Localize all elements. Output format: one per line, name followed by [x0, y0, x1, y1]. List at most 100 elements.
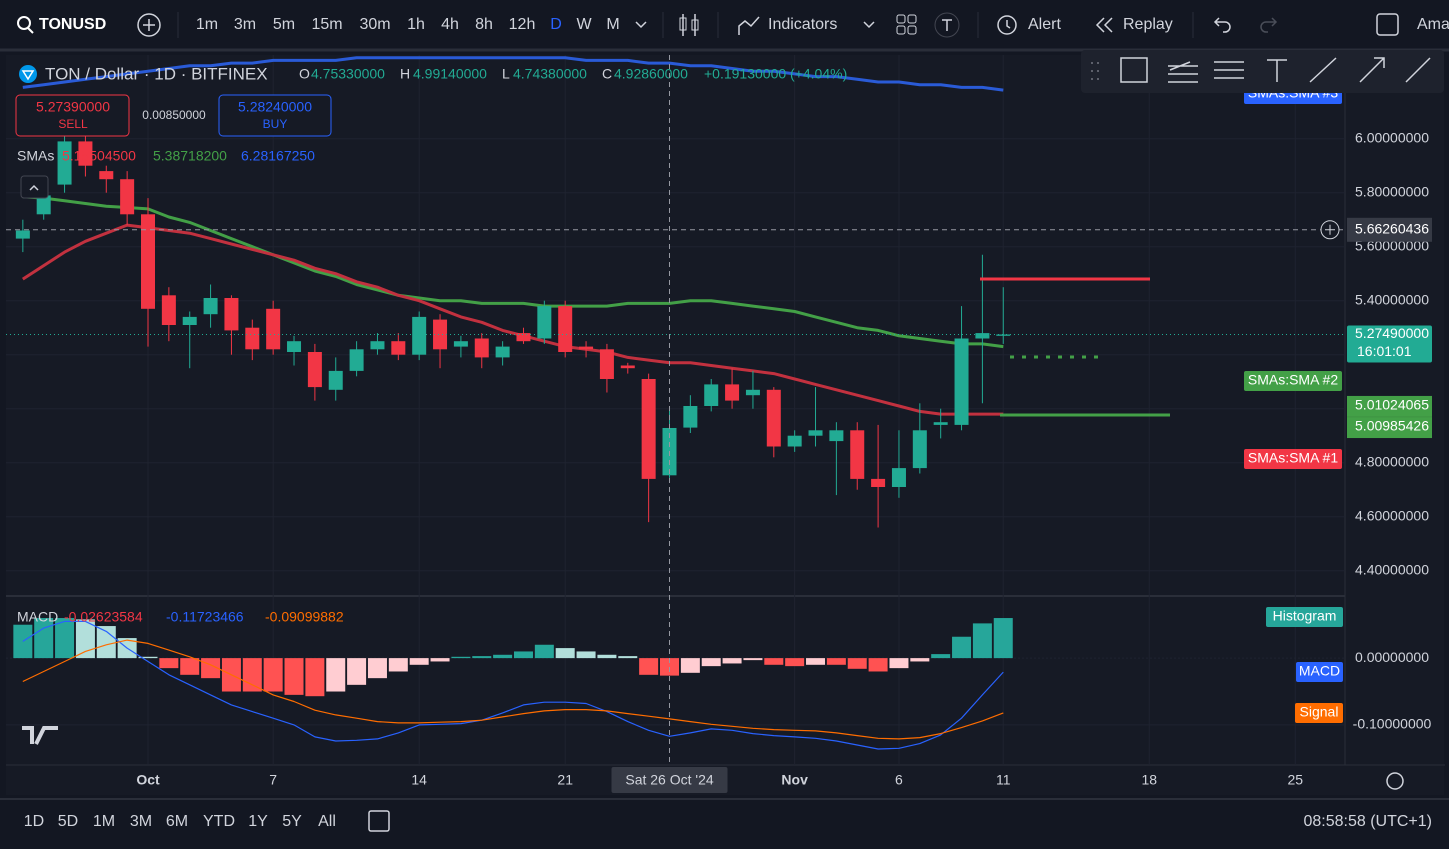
clock[interactable]: 08:58:58 (UTC+1)	[1303, 813, 1432, 830]
layout-icon[interactable]	[896, 14, 906, 24]
interval-button[interactable]: 12h	[509, 16, 536, 33]
tool-icon[interactable]	[1168, 61, 1198, 83]
fullscreen-button[interactable]	[1376, 13, 1399, 36]
candle-body	[328, 370, 343, 390]
interval-button[interactable]: 15m	[311, 16, 342, 33]
date-range-button[interactable]	[368, 810, 390, 832]
interval-button[interactable]: 5m	[273, 16, 295, 33]
histogram-bar	[472, 656, 492, 659]
candle-body	[996, 334, 1011, 336]
candle-body	[245, 327, 260, 350]
macd-line	[22, 620, 1004, 750]
candle-body	[579, 346, 594, 350]
template-button[interactable]	[934, 12, 960, 38]
candle-body	[161, 295, 176, 325]
candle-body	[495, 346, 510, 358]
x-tick-label: Oct	[136, 772, 160, 788]
alert-button[interactable]: Alert	[1028, 16, 1061, 33]
tool-icon[interactable]	[1359, 57, 1385, 83]
candle-body	[57, 141, 72, 185]
tool-icon[interactable]	[1309, 57, 1337, 83]
candle-body	[537, 306, 552, 339]
tool-icon[interactable]	[1120, 57, 1148, 83]
indicators-icon[interactable]	[738, 16, 760, 35]
sell-button[interactable]	[15, 94, 130, 137]
search-icon[interactable]	[17, 16, 31, 30]
settings-button[interactable]	[1386, 772, 1404, 790]
candle-body	[391, 341, 406, 355]
sell-price: 5.27390000	[36, 99, 110, 115]
range-button[interactable]: 1M	[93, 813, 115, 830]
candle-body	[704, 384, 719, 406]
compare-button[interactable]	[137, 13, 161, 37]
price-pane	[15, 56, 1170, 528]
sma-legend-value: 5.15504500	[62, 148, 136, 164]
histogram-bar	[430, 658, 450, 662]
interval-button[interactable]: 30m	[359, 16, 390, 33]
symbol[interactable]: TONUSD	[39, 16, 106, 33]
indicators-button[interactable]: Indicators	[768, 16, 837, 33]
chevron[interactable]	[863, 21, 875, 29]
series-tag-bg	[1266, 607, 1343, 627]
histogram-bar	[388, 658, 408, 672]
histogram-bar	[639, 658, 659, 675]
buy-button[interactable]	[218, 94, 332, 137]
candle-body	[78, 141, 93, 166]
symbol-logo	[19, 65, 37, 83]
tool-icon[interactable]	[1214, 61, 1244, 79]
alert-icon[interactable]	[997, 15, 1017, 35]
drag-handle[interactable]	[1091, 62, 1099, 80]
histogram-bar	[910, 658, 930, 662]
range-button[interactable]: 1Y	[248, 813, 268, 830]
range-button[interactable]: YTD	[203, 813, 235, 830]
symbol-logo	[21, 70, 35, 81]
interval-button[interactable]: 1h	[407, 16, 425, 33]
candle-body	[266, 308, 281, 350]
redo-button[interactable]	[1260, 17, 1278, 33]
candle-body	[975, 333, 990, 339]
macd-pane	[13, 618, 1013, 750]
y-tick-label: 4.40000000	[1355, 561, 1429, 577]
histogram-bar	[347, 658, 367, 685]
interval-button[interactable]: 3m	[234, 16, 256, 33]
histogram-bar	[972, 623, 992, 659]
sell-label: SELL	[58, 117, 88, 131]
candle-body	[370, 341, 385, 350]
candle-body	[787, 435, 802, 447]
macd-legend-value: -0.09099882	[265, 609, 344, 625]
range-button[interactable]: 5Y	[282, 813, 302, 830]
tool-icon[interactable]	[1405, 57, 1431, 83]
range-button[interactable]: 6M	[166, 813, 188, 830]
interval-button[interactable]: M	[606, 16, 619, 33]
range-button[interactable]: 5D	[58, 813, 78, 830]
histogram-bar	[680, 658, 700, 673]
candle-body	[766, 389, 781, 447]
histogram-bar	[451, 656, 471, 659]
signal-line	[22, 639, 1004, 740]
y-tick-label: 6.00000000	[1355, 129, 1429, 145]
range-button[interactable]: 3M	[130, 813, 152, 830]
buy-label: BUY	[263, 117, 288, 131]
interval-button[interactable]: 8h	[475, 16, 493, 33]
replay-icon[interactable]	[1095, 17, 1113, 33]
histogram-bar	[826, 658, 846, 665]
layout-icon	[896, 25, 906, 35]
chevron[interactable]	[635, 21, 647, 29]
value-label-bg	[1347, 395, 1432, 417]
replay-button[interactable]: Replay	[1123, 16, 1173, 33]
range-button[interactable]: All	[318, 813, 336, 830]
interval-button[interactable]: D	[550, 16, 562, 33]
interval-button[interactable]: 4h	[441, 16, 459, 33]
interval-button[interactable]: 1m	[196, 16, 218, 33]
undo-button[interactable]	[1213, 17, 1231, 33]
candle-body	[182, 316, 197, 325]
tool-icon[interactable]	[1267, 59, 1287, 82]
range-button[interactable]: 1D	[24, 813, 44, 830]
account[interactable]: Ama	[1417, 16, 1449, 33]
candle-body	[307, 352, 322, 388]
candle-body	[516, 333, 531, 342]
tv-logo	[22, 726, 58, 745]
chart-type-icon	[679, 17, 687, 31]
interval-button[interactable]: W	[576, 16, 592, 33]
